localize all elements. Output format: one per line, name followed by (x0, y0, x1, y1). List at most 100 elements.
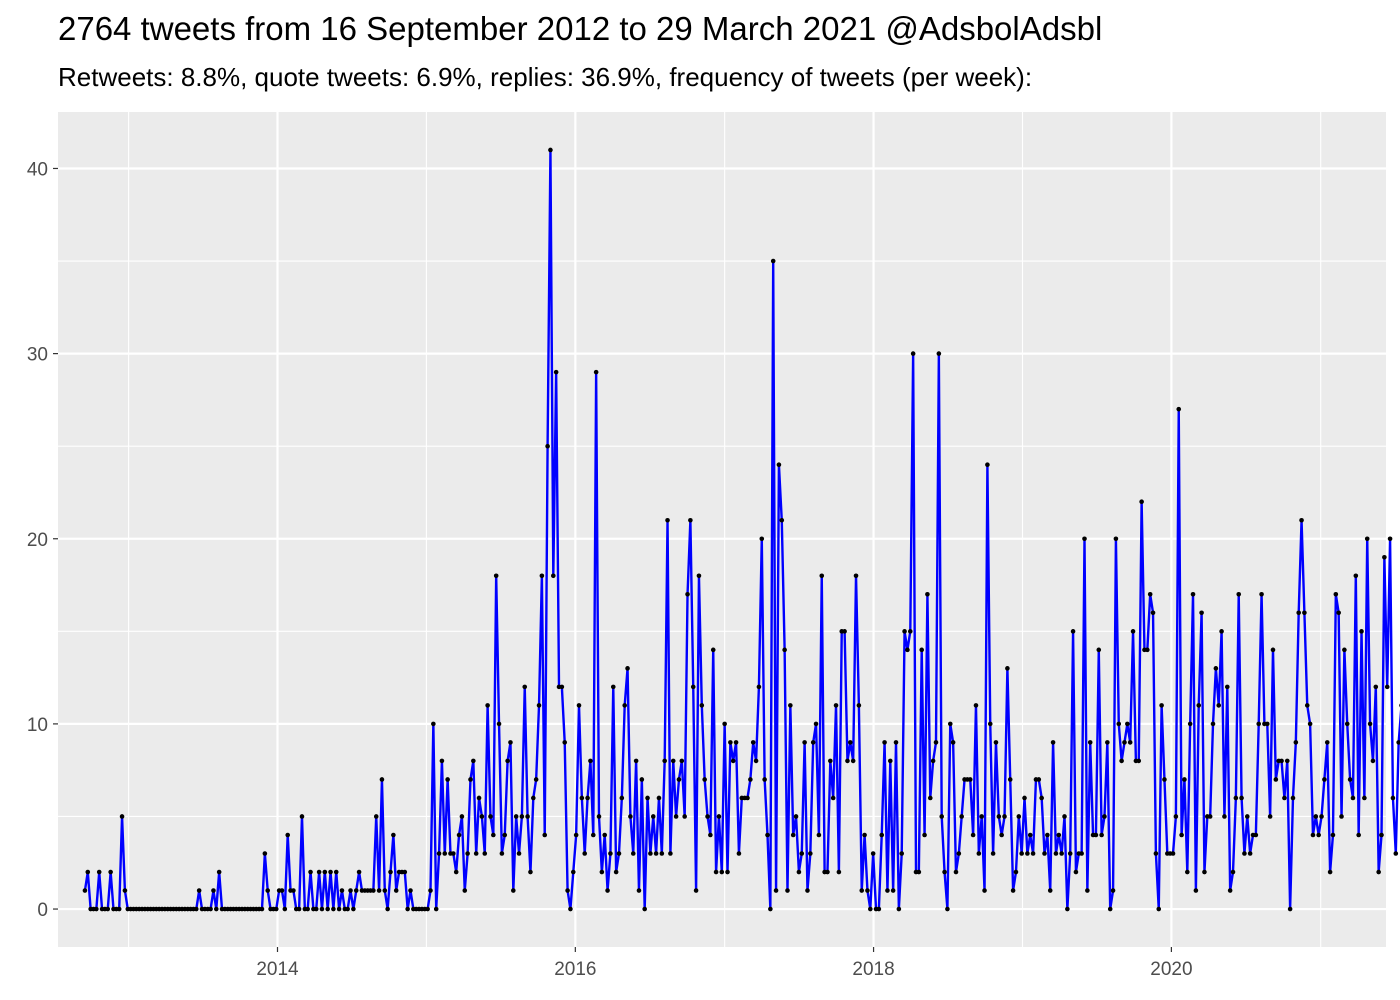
data-point (613, 869, 619, 875)
data-point (679, 758, 685, 764)
y-tick-label: 10 (27, 715, 48, 736)
y-tick-label: 20 (27, 530, 48, 551)
data-point (1056, 832, 1062, 838)
data-point (1247, 851, 1253, 856)
data-point (690, 684, 696, 690)
data-point (331, 906, 336, 912)
data-point (788, 703, 793, 708)
data-point (482, 851, 488, 856)
y-tick-label: 30 (27, 345, 48, 366)
data-point (122, 888, 128, 893)
data-point (1279, 758, 1284, 764)
data-point (570, 869, 576, 875)
data-point (551, 573, 556, 579)
data-point (1393, 851, 1399, 856)
data-point (1284, 758, 1290, 764)
data-point (785, 888, 790, 893)
data-point (1087, 740, 1093, 745)
data-point (1042, 851, 1047, 856)
data-point (568, 906, 573, 912)
data-point (1145, 647, 1150, 653)
data-point (1267, 814, 1273, 819)
data-point (987, 721, 993, 727)
data-point (519, 814, 525, 819)
data-point (650, 814, 656, 819)
data-point (511, 888, 516, 893)
data-point (779, 517, 785, 523)
data-point (442, 851, 448, 856)
data-point (116, 906, 122, 912)
data-point (722, 721, 727, 727)
data-point (925, 592, 930, 597)
data-point (548, 147, 553, 153)
data-point (759, 536, 765, 542)
data-point (1224, 684, 1230, 690)
data-point (768, 906, 773, 912)
data-point (1187, 721, 1193, 727)
data-point (725, 869, 730, 875)
data-point (439, 758, 445, 764)
data-point (927, 795, 933, 801)
data-point (885, 888, 890, 893)
data-point (1136, 758, 1142, 764)
data-point (576, 703, 582, 708)
data-point (545, 443, 550, 449)
data-point (1239, 795, 1244, 801)
data-point (531, 795, 536, 801)
data-point (585, 795, 590, 801)
data-point (353, 888, 359, 893)
data-point (485, 703, 490, 708)
data-point (982, 888, 987, 893)
data-point (593, 369, 599, 375)
data-point (1330, 832, 1336, 838)
data-point (953, 869, 959, 875)
data-point (939, 814, 944, 819)
data-point (648, 851, 653, 856)
data-point (619, 795, 625, 801)
data-point (1062, 814, 1067, 819)
y-tick-label: 40 (27, 159, 48, 180)
data-point (508, 740, 513, 745)
data-point (782, 647, 787, 653)
data-point (308, 869, 313, 875)
data-point (579, 795, 585, 801)
data-point (1110, 888, 1116, 893)
data-point (1156, 906, 1162, 912)
data-point (659, 851, 665, 856)
data-point (1270, 647, 1276, 653)
data-point (382, 888, 388, 893)
data-point (1273, 777, 1279, 782)
data-point (853, 573, 859, 579)
data-point (265, 888, 271, 893)
data-point (1373, 684, 1379, 690)
data-point (1322, 777, 1327, 782)
data-point (391, 832, 396, 838)
data-point (305, 906, 310, 912)
data-point (653, 851, 659, 856)
data-point (408, 888, 413, 893)
data-point (765, 832, 770, 838)
data-point (296, 906, 302, 912)
data-point (208, 906, 213, 912)
data-point (770, 258, 776, 264)
data-point (1347, 777, 1353, 782)
y-axis: 0 10 20 30 40 (27, 159, 58, 921)
data-point (285, 832, 291, 838)
data-point (819, 573, 825, 579)
data-point (733, 740, 739, 745)
data-point (1290, 795, 1296, 801)
data-point (685, 592, 690, 597)
data-point (1113, 536, 1119, 542)
data-point (559, 684, 565, 690)
data-point (890, 888, 896, 893)
data-point (876, 906, 882, 912)
data-point (319, 906, 325, 912)
x-axis: 2014 2016 2018 2020 (256, 947, 1193, 980)
data-point (825, 869, 830, 875)
data-point (376, 888, 382, 893)
data-point (936, 351, 942, 356)
data-point (1207, 814, 1213, 819)
data-point (716, 814, 722, 819)
data-point (1390, 795, 1396, 801)
data-point (562, 740, 568, 745)
